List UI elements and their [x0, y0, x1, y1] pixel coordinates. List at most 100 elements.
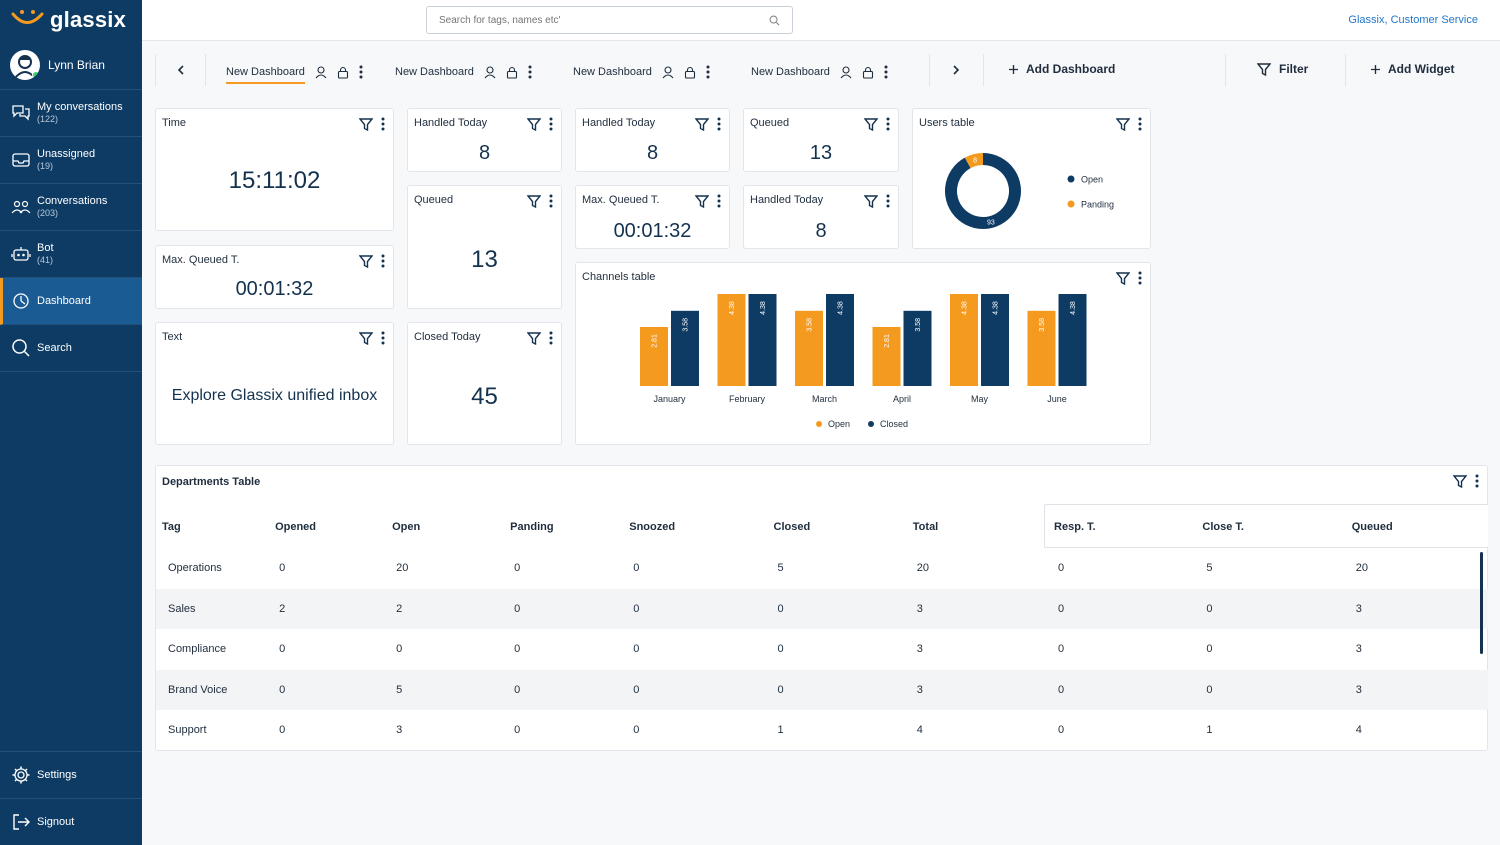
lock-icon[interactable] — [684, 66, 696, 79]
column-header[interactable]: Tag — [162, 521, 181, 533]
widget-handled-today[interactable]: Handled Today 8 — [407, 108, 562, 172]
more-vertical-icon[interactable] — [381, 254, 385, 268]
table-row[interactable]: Support 0 3 0 0 1 4 0 1 4 — [156, 710, 1488, 751]
more-vertical-icon[interactable] — [1138, 271, 1142, 285]
tab-dashboard-4[interactable]: New Dashboard — [751, 60, 888, 84]
add-dashboard-button[interactable]: Add Dashboard — [1009, 62, 1115, 76]
filter-icon[interactable] — [864, 117, 878, 131]
column-header[interactable]: Panding — [510, 521, 554, 533]
filter-icon[interactable] — [527, 117, 541, 131]
tabs-prev-button[interactable] — [171, 60, 191, 80]
add-widget-button[interactable]: Add Widget — [1371, 62, 1455, 76]
table-scrollbar[interactable] — [1480, 552, 1483, 654]
widget-queued[interactable]: Queued 13 — [407, 185, 562, 309]
filter-icon[interactable] — [527, 331, 541, 345]
company-link[interactable]: Glassix, Customer Service — [1348, 14, 1478, 26]
more-vertical-icon[interactable] — [717, 194, 721, 208]
filter-icon[interactable] — [527, 194, 541, 208]
tabs-next-button[interactable] — [946, 60, 966, 80]
table-cell: 0 — [1058, 724, 1065, 737]
widget-handled-today-3[interactable]: Handled Today 8 — [743, 185, 899, 249]
filter-button[interactable]: Filter — [1257, 62, 1308, 76]
legend-marker — [816, 421, 822, 427]
more-vertical-icon[interactable] — [359, 65, 363, 79]
more-vertical-icon[interactable] — [1475, 474, 1479, 488]
widget-time[interactable]: Time 15:11:02 — [155, 108, 394, 231]
table-row[interactable]: Compliance 0 0 0 0 0 3 0 0 3 — [156, 629, 1488, 670]
nav-item-dashboard[interactable]: Dashboard — [0, 278, 142, 325]
filter-icon[interactable] — [695, 194, 709, 208]
nav-item-conversations[interactable]: Conversations (203) — [0, 184, 142, 231]
more-vertical-icon[interactable] — [884, 65, 888, 79]
lock-icon[interactable] — [337, 66, 349, 79]
lock-icon[interactable] — [506, 66, 518, 79]
table-row[interactable]: Brand Voice 0 5 0 0 0 3 0 0 3 — [156, 669, 1488, 710]
user-icon[interactable] — [484, 65, 496, 79]
filter-icon[interactable] — [1116, 271, 1130, 285]
more-vertical-icon[interactable] — [528, 65, 532, 79]
more-vertical-icon[interactable] — [549, 331, 553, 345]
table-cell: 0 — [777, 602, 784, 615]
table-row[interactable]: Operations 0 20 0 0 5 20 0 5 20 — [156, 548, 1488, 589]
more-vertical-icon[interactable] — [549, 194, 553, 208]
more-vertical-icon[interactable] — [717, 117, 721, 131]
nav-item-my-conversations[interactable]: My conversations (122) — [0, 90, 142, 137]
more-vertical-icon[interactable] — [1138, 117, 1142, 131]
user-icon[interactable] — [315, 65, 327, 79]
tab-dashboard-2[interactable]: New Dashboard — [395, 60, 532, 84]
widget-text[interactable]: Text Explore Glassix unified inbox — [155, 322, 394, 445]
filter-icon[interactable] — [359, 254, 373, 268]
nav-item-search[interactable]: Search — [0, 325, 142, 372]
widget-max-queued-time-2[interactable]: Max. Queued T. 00:01:32 — [575, 185, 730, 249]
lock-icon[interactable] — [862, 66, 874, 79]
filter-icon[interactable] — [359, 331, 373, 345]
column-header[interactable]: Open — [392, 521, 421, 533]
tab-label: New Dashboard — [573, 66, 652, 78]
filter-icon[interactable] — [1453, 474, 1467, 488]
table-row[interactable]: Sales 2 2 0 0 0 3 0 0 3 — [156, 588, 1488, 629]
column-header[interactable]: Snoozed — [629, 521, 676, 533]
column-header[interactable]: Opened — [275, 521, 317, 533]
logo[interactable]: glassix — [0, 0, 142, 40]
column-header[interactable]: Close T. — [1202, 521, 1244, 533]
column-header[interactable]: Total — [912, 521, 939, 533]
filter-icon[interactable] — [864, 194, 878, 208]
more-vertical-icon[interactable] — [381, 117, 385, 131]
column-header[interactable]: Queued — [1351, 521, 1393, 533]
more-vertical-icon[interactable] — [886, 117, 890, 131]
time-value: 15:11:02 — [228, 167, 321, 194]
widget-channels-table[interactable]: Channels table 2.81 3.58 January 4.38 4.38 Fe… — [575, 262, 1151, 445]
widget-title: Max. Queued T. — [582, 194, 660, 206]
filter-icon[interactable] — [695, 117, 709, 131]
filter-icon[interactable] — [359, 117, 373, 131]
widget-max-queued-time[interactable]: Max. Queued T. 00:01:32 — [155, 245, 394, 309]
departments-table: Tag Opened Open Panding Snoozed Closed Total Re… — [156, 506, 1488, 751]
widget-queued-2[interactable]: Queued 13 — [743, 108, 899, 172]
donut-data-label: 93 — [987, 220, 995, 227]
widget-users-table[interactable]: Users table 93 8 Open Panding — [912, 108, 1151, 249]
more-vertical-icon[interactable] — [886, 194, 890, 208]
global-search[interactable] — [426, 6, 793, 34]
nav-item-bot[interactable]: Bot (41) — [0, 231, 142, 278]
column-header[interactable]: Closed — [773, 521, 811, 533]
search-input[interactable] — [439, 14, 739, 26]
nav-item-signout[interactable]: Signout — [0, 798, 142, 845]
more-vertical-icon[interactable] — [381, 331, 385, 345]
dashboard-icon — [11, 291, 31, 311]
column-header[interactable]: Resp. T. — [1054, 521, 1096, 533]
widget-departments-table[interactable]: Departments Table Tag Opened Open Panding Sn… — [155, 465, 1488, 751]
user-profile[interactable]: Lynn Brian — [0, 40, 142, 90]
bar-open — [795, 310, 823, 386]
widget-handled-today-2[interactable]: Handled Today 8 — [575, 108, 730, 172]
more-vertical-icon[interactable] — [549, 117, 553, 131]
tab-dashboard-3[interactable]: New Dashboard — [573, 60, 710, 84]
user-icon[interactable] — [662, 65, 674, 79]
table-cell: 0 — [279, 683, 286, 696]
nav-item-unassigned[interactable]: Unassigned (19) — [0, 137, 142, 184]
tab-dashboard-1[interactable]: New Dashboard — [226, 60, 363, 84]
filter-icon[interactable] — [1116, 117, 1130, 131]
widget-closed-today[interactable]: Closed Today 45 — [407, 322, 562, 445]
nav-item-settings[interactable]: Settings — [0, 751, 142, 798]
user-icon[interactable] — [840, 65, 852, 79]
more-vertical-icon[interactable] — [706, 65, 710, 79]
